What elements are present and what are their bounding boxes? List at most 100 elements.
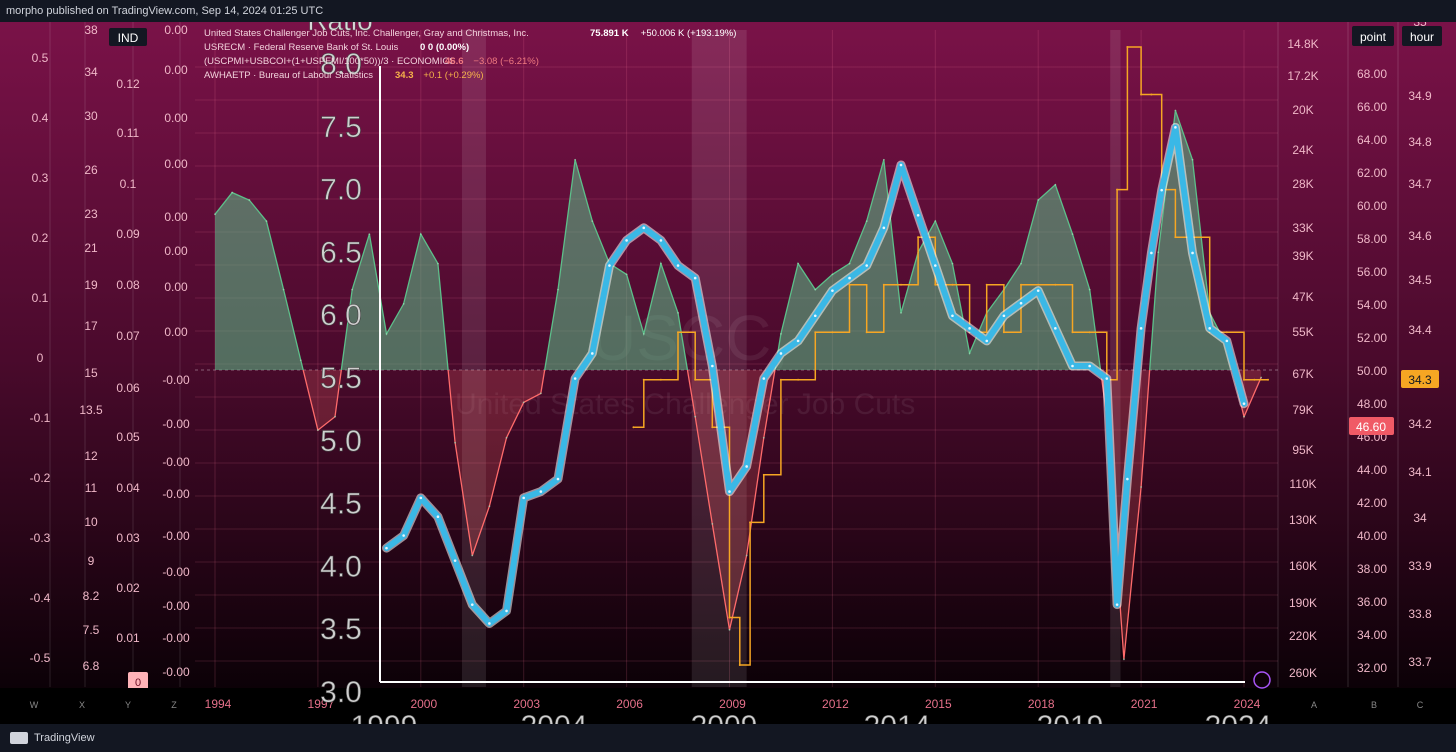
footer-scale-letter: Y: [125, 700, 131, 710]
ratio-tick: 7.5: [320, 111, 362, 144]
ratio-point: [951, 314, 954, 318]
left-scales[interactable]: 0.5 0.4 0.3 0.2 0.1 0 -0.1 -0.2 -0.3 -0.4 -0.5 38 34…: [0, 22, 195, 690]
s3-tick: 0.03: [116, 531, 140, 545]
job-cuts-point: [505, 436, 508, 439]
jobcuts-tick: 14.8K: [1287, 37, 1318, 51]
job-cuts-point: [248, 199, 251, 201]
ratio-point: [693, 276, 697, 280]
ratio-point: [1191, 251, 1194, 255]
jobcuts-tick: 39K: [1292, 249, 1313, 263]
job-cuts-point: [1088, 288, 1091, 291]
jobcuts-tick: 28K: [1292, 177, 1313, 191]
ratio-point: [659, 239, 663, 242]
ratio-point: [1242, 402, 1246, 405]
job-cuts-line-positive: [214, 110, 1234, 370]
brand-label: TradingView: [34, 732, 95, 744]
s2-tick: 10: [84, 515, 98, 529]
x-year-tick: 2000: [410, 697, 437, 711]
job-cuts-point: [299, 359, 302, 362]
job-cuts-point: [831, 273, 834, 276]
s3-tick: 0.04: [116, 481, 140, 495]
s3-tick: 0.07: [116, 329, 140, 343]
jobcuts-tick: 79K: [1292, 403, 1313, 417]
ratio-point: [676, 264, 680, 267]
s2-tick: 23: [84, 207, 98, 221]
hour-tick: 34.6: [1408, 229, 1432, 243]
job-cuts-point: [437, 262, 439, 265]
point-value-badge: [1349, 417, 1394, 435]
legend-value: 0 0 (0.00%): [420, 42, 469, 53]
ratio-overlay-axis: Ratio 8.0 7.5 7.0 6.5 6.0 5.5 5.0 4.5 4.0 3.5 3.019…: [307, 22, 1272, 724]
jobcuts-tick: 17.2K: [1287, 69, 1318, 83]
s4-tick: -0.00: [162, 455, 190, 469]
awhaetp-point: [1253, 378, 1256, 381]
point-tick: 68.00: [1357, 67, 1387, 81]
awhaetp-point: [1140, 93, 1143, 96]
job-cuts-point: [968, 352, 971, 355]
point-tick: 60.00: [1357, 199, 1387, 213]
awhaetp-point: [642, 378, 645, 381]
job-cuts-point: [591, 220, 594, 223]
point-tick: 66.00: [1357, 100, 1387, 114]
point-tick: 56.00: [1357, 265, 1387, 279]
job-cuts-point: [368, 233, 371, 235]
legend[interactable]: United States Challenger Job Cuts, Inc. …: [204, 28, 736, 81]
x-year-tick: 1997: [308, 697, 335, 711]
job-cuts-point: [900, 311, 902, 314]
ratio-point: [419, 496, 423, 500]
hour-tick: 34.4: [1408, 323, 1432, 337]
x-year-tick: 2003: [513, 697, 540, 711]
job-cuts-point: [625, 273, 628, 276]
s1-tick: 0: [37, 351, 44, 365]
recession-bands: [461, 30, 1121, 687]
jobcuts-tick: 130K: [1289, 513, 1317, 527]
ratio-axis-title: Ratio: [307, 22, 372, 36]
job-cuts-point: [728, 628, 731, 631]
chart-background: [0, 22, 1456, 724]
s2-tick: 15: [84, 366, 98, 380]
point-badge-bg: [1352, 26, 1394, 46]
ratio-point: [1002, 314, 1006, 318]
job-cuts-point: [1020, 262, 1022, 265]
ratio-point: [711, 364, 714, 368]
s4-tick: 0.00: [164, 325, 188, 339]
jobcuts-tick: 67K: [1292, 367, 1313, 381]
right-scales[interactable]: 14.8K 17.2K 20K 24K 28K 33K 39K 47K 55K 67K 79K 95K…: [1277, 22, 1442, 687]
ratio-point: [385, 546, 388, 550]
tradingview-logo[interactable]: TradingView: [10, 724, 95, 752]
point-unit-label: point: [1360, 30, 1387, 44]
s1-tick: 0.3: [32, 171, 49, 185]
awhaetp-point: [738, 664, 741, 666]
s3-tick: 0.09: [116, 227, 140, 241]
job-cuts-point: [642, 333, 645, 335]
point-tick: 38.00: [1357, 562, 1387, 576]
s4-tick: 0.00: [164, 280, 188, 294]
ratio-point: [745, 465, 748, 468]
awhaetp-point: [1243, 378, 1245, 381]
awhaetp-point: [1267, 378, 1270, 381]
tradingview-logo-icon: [10, 732, 28, 744]
ratio-tick: 6.5: [320, 236, 362, 269]
point-tick: 52.00: [1357, 331, 1387, 345]
recession-band: [691, 30, 747, 687]
ratio-tick: 5.0: [320, 425, 362, 458]
hour-tick: 34: [1413, 511, 1427, 525]
job-cuts-point: [214, 213, 216, 216]
recession-band: [1110, 30, 1121, 687]
chart-canvas[interactable]: USCC, United States Challenger Job Cuts …: [0, 22, 1456, 724]
jobcuts-tick: 220K: [1289, 629, 1317, 643]
s3-tick: 0.1: [120, 177, 137, 191]
job-cuts-point: [1191, 158, 1194, 161]
s2-tick: 9: [88, 554, 95, 568]
point-tick: 32.00: [1357, 661, 1387, 675]
awhaetp-point: [728, 616, 731, 619]
s4-tick: -0.00: [162, 631, 190, 645]
job-cuts-point: [522, 401, 525, 404]
legend-label: AWHAETP · Bureau of Labour Statistics: [204, 70, 373, 81]
time-axis[interactable]: 1994 1997 2000 2003 2006 2009 2012 2015 2018 2021…: [0, 688, 1456, 724]
jobcuts-tick: 95K: [1292, 443, 1313, 457]
awhaetp-point: [749, 521, 752, 524]
footer-scale-letter: C: [1417, 700, 1424, 710]
awhaetp-point: [882, 283, 885, 286]
ratio-point: [625, 239, 628, 242]
